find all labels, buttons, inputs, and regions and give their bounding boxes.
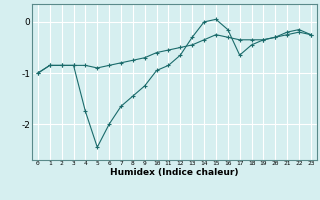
X-axis label: Humidex (Indice chaleur): Humidex (Indice chaleur) — [110, 168, 239, 177]
